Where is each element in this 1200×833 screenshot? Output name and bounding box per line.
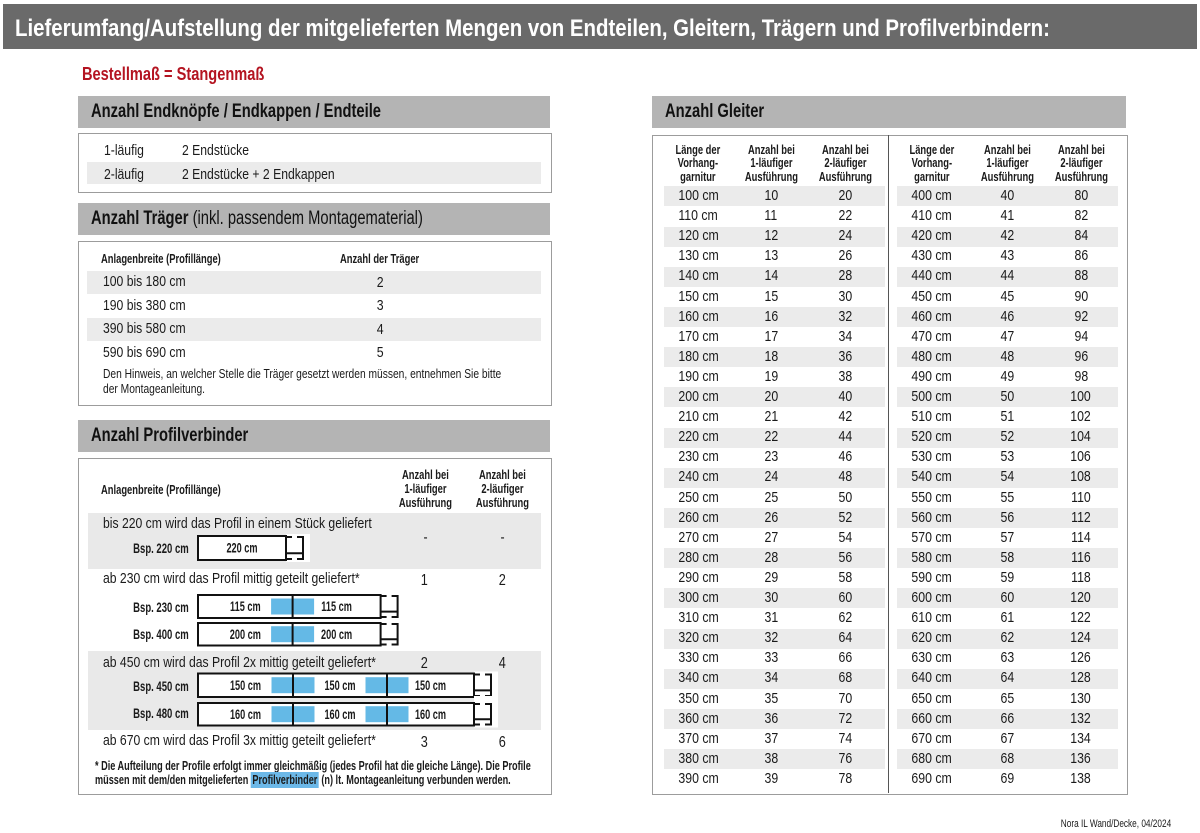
- svg-text:220 cm: 220 cm: [226, 542, 257, 556]
- svg-text:150 cm: 150 cm: [415, 679, 446, 693]
- svg-text:160 cm: 160 cm: [230, 708, 261, 722]
- svg-text:200 cm: 200 cm: [321, 628, 352, 642]
- svg-text:160 cm: 160 cm: [324, 708, 355, 722]
- svg-text:115 cm: 115 cm: [230, 600, 261, 614]
- svg-text:150 cm: 150 cm: [230, 679, 261, 693]
- svg-text:160 cm: 160 cm: [415, 708, 446, 722]
- svg-text:200 cm: 200 cm: [230, 628, 261, 642]
- svg-text:115 cm: 115 cm: [321, 600, 352, 614]
- svg-text:150 cm: 150 cm: [324, 679, 355, 693]
